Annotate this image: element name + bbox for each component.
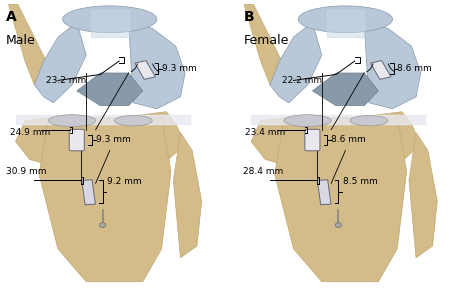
FancyBboxPatch shape — [305, 129, 320, 151]
Polygon shape — [275, 118, 407, 282]
Ellipse shape — [63, 6, 157, 33]
Polygon shape — [364, 22, 421, 109]
Text: A: A — [6, 10, 17, 24]
Polygon shape — [77, 73, 143, 106]
Text: 8.6 mm: 8.6 mm — [331, 135, 366, 144]
Text: 23.4 mm: 23.4 mm — [246, 128, 286, 137]
Ellipse shape — [48, 115, 96, 127]
Text: 24.9 mm: 24.9 mm — [10, 128, 50, 137]
Polygon shape — [409, 133, 438, 258]
Polygon shape — [35, 22, 86, 103]
Ellipse shape — [100, 223, 106, 228]
Ellipse shape — [284, 115, 331, 127]
Ellipse shape — [350, 116, 388, 126]
Text: 9.3 mm: 9.3 mm — [162, 64, 196, 73]
Text: 8.6 mm: 8.6 mm — [397, 64, 432, 73]
FancyBboxPatch shape — [69, 129, 84, 151]
Ellipse shape — [298, 6, 392, 33]
Ellipse shape — [335, 223, 341, 228]
Polygon shape — [173, 133, 201, 258]
Polygon shape — [270, 22, 322, 103]
Text: Female: Female — [244, 34, 290, 47]
Polygon shape — [16, 112, 185, 171]
Text: 28.4 mm: 28.4 mm — [243, 167, 283, 176]
Polygon shape — [9, 5, 46, 85]
Polygon shape — [317, 180, 331, 205]
Polygon shape — [371, 61, 391, 79]
Text: 23.2 mm: 23.2 mm — [46, 76, 86, 85]
Text: 9.3 mm: 9.3 mm — [96, 135, 130, 144]
Text: 22.2 mm: 22.2 mm — [282, 76, 322, 85]
Polygon shape — [251, 112, 421, 171]
Polygon shape — [82, 180, 95, 205]
Text: B: B — [244, 10, 255, 24]
Polygon shape — [244, 5, 282, 85]
Polygon shape — [135, 61, 155, 79]
Polygon shape — [128, 22, 185, 109]
Text: 9.2 mm: 9.2 mm — [108, 177, 142, 186]
Polygon shape — [312, 73, 378, 106]
Text: Male: Male — [6, 34, 36, 47]
Text: 8.5 mm: 8.5 mm — [343, 177, 378, 186]
Text: 30.9 mm: 30.9 mm — [6, 167, 46, 176]
Ellipse shape — [115, 116, 152, 126]
Polygon shape — [39, 118, 171, 282]
